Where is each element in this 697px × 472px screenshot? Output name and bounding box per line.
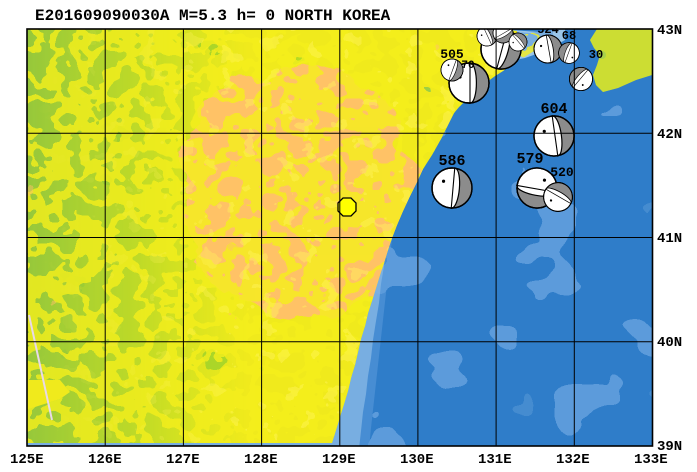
svg-text:30: 30 (589, 48, 603, 62)
svg-text:131E: 131E (478, 452, 512, 468)
svg-text:41N: 41N (657, 231, 682, 247)
svg-text:132E: 132E (556, 452, 590, 468)
svg-text:E201609090030A M=5.3 h= 0: E201609090030A M=5.3 h= 0 NORTH KOREA (35, 7, 391, 25)
svg-text:127E: 127E (166, 452, 200, 468)
svg-text:43N: 43N (657, 23, 682, 39)
svg-text:520: 520 (550, 165, 574, 180)
svg-text:40N: 40N (657, 335, 682, 351)
svg-text:70: 70 (461, 60, 474, 72)
svg-text:129E: 129E (322, 452, 356, 468)
svg-text:579: 579 (516, 151, 543, 168)
svg-text:126E: 126E (88, 452, 122, 468)
svg-text:505: 505 (440, 47, 464, 62)
svg-text:586: 586 (438, 153, 465, 170)
svg-text:42N: 42N (657, 127, 682, 143)
svg-text:125E: 125E (10, 452, 44, 468)
svg-text:130E: 130E (400, 452, 434, 468)
svg-text:39N: 39N (657, 439, 682, 455)
svg-text:128E: 128E (244, 452, 278, 468)
svg-text:604: 604 (540, 101, 567, 118)
